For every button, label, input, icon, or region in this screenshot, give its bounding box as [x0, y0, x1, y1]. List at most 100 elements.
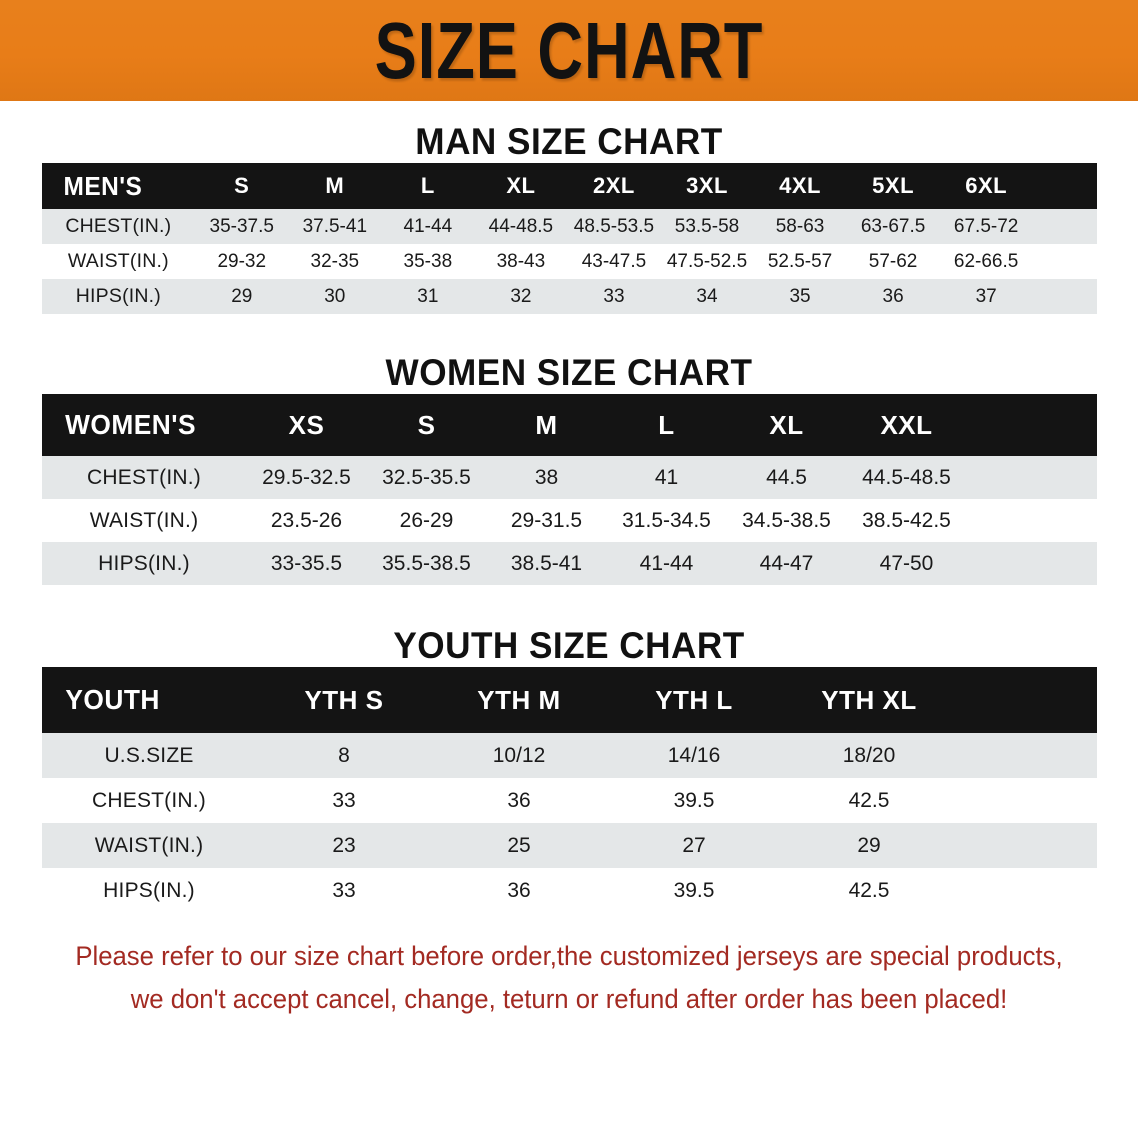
table-row: WAIST(IN.) 29-32 32-35 35-38 38-43 43-47… — [41, 244, 1097, 279]
man-cell-hips-6xl: 37 — [975, 285, 997, 307]
women-cell-chest-xs: 29.5-32.5 — [262, 465, 351, 489]
table-row: CHEST(IN.) 29.5-32.5 32.5-35.5 38 41 44.… — [41, 456, 1097, 499]
youth-cell-hips-l: 39.5 — [673, 878, 715, 902]
women-cell-hips-spacer — [967, 542, 1097, 585]
women-cell-waist-xxl: 38.5-42.5 — [862, 508, 951, 532]
youth-cell-waist-xl: 29 — [857, 833, 881, 857]
youth-col-header-xl: YTH XL — [821, 684, 917, 715]
women-cell-chest-spacer — [967, 456, 1097, 499]
women-table-head: WOMEN'S XS S M L XL XXL — [41, 394, 1097, 456]
women-header-spacer — [967, 394, 1097, 456]
disclaimer-line-2: we don't accept cancel, change, teturn o… — [130, 983, 1008, 1014]
women-col-header-xxl: XXL — [880, 409, 933, 440]
youth-col-header-s: YTH S — [304, 684, 384, 715]
man-cell-hips-s: 29 — [231, 285, 253, 307]
man-section-title: MAN SIZE CHART — [415, 121, 723, 162]
youth-cell-waist-m: 25 — [507, 833, 531, 857]
man-cell-hips-xl: 32 — [510, 285, 532, 307]
youth-col-header-m: YTH M — [477, 684, 561, 715]
man-table-head: MEN'S S M L XL 2XL 3XL 4XL 5XL 6XL — [41, 163, 1097, 209]
man-col-header-4xl: 4XL — [779, 173, 821, 198]
man-corner-label: MEN'S — [63, 170, 142, 201]
disclaimer-text: Please refer to our size chart before or… — [36, 935, 1103, 1021]
page-title: SIZE CHART — [374, 5, 764, 96]
man-col-header-3xl: 3XL — [686, 173, 728, 198]
women-cell-hips-m: 38.5-41 — [510, 551, 583, 575]
man-col-header-l: L — [420, 173, 435, 198]
table-row: HIPS(IN.) 33 36 39.5 42.5 — [41, 868, 1097, 913]
women-row-label-chest: CHEST(IN.) — [87, 465, 201, 489]
youth-cell-ussize-xl: 18/20 — [842, 743, 896, 767]
youth-row-label-waist: WAIST(IN.) — [94, 833, 204, 857]
women-col-header-l: L — [658, 409, 675, 440]
man-col-header-2xl: 2XL — [593, 173, 635, 198]
disclaimer-line-1: Please refer to our size chart before or… — [75, 941, 1063, 971]
youth-row-label-chest: CHEST(IN.) — [92, 788, 206, 812]
man-col-header-5xl: 5XL — [872, 173, 915, 198]
table-row: HIPS(IN.) 29 30 31 32 33 34 35 36 37 — [41, 279, 1097, 314]
women-col-header-m: M — [535, 409, 558, 440]
man-cell-chest-2xl: 48.5-53.5 — [573, 215, 655, 237]
man-cell-hips-spacer — [1033, 279, 1097, 314]
women-section-title: WOMEN SIZE CHART — [385, 352, 753, 393]
youth-cell-hips-spacer — [957, 868, 1097, 913]
women-cell-hips-xl: 44-47 — [759, 551, 814, 575]
man-cell-chest-6xl: 67.5-72 — [953, 215, 1019, 237]
man-cell-chest-m: 37.5-41 — [302, 215, 368, 237]
man-cell-hips-5xl: 36 — [882, 285, 904, 307]
women-cell-waist-l: 31.5-34.5 — [622, 508, 711, 532]
women-row-label-hips: HIPS(IN.) — [98, 551, 190, 575]
man-cell-hips-m: 30 — [324, 285, 346, 307]
women-cell-chest-l: 41 — [654, 465, 679, 489]
women-corner-label: WOMEN'S — [64, 409, 196, 440]
women-cell-chest-m: 38 — [534, 465, 559, 489]
women-cell-chest-s: 32.5-35.5 — [382, 465, 471, 489]
man-cell-waist-3xl: 47.5-52.5 — [666, 250, 748, 272]
man-cell-chest-xl: 44-48.5 — [488, 215, 554, 237]
youth-cell-ussize-s: 8 — [338, 743, 350, 767]
page-banner: SIZE CHART — [0, 0, 1138, 101]
man-col-header-m: M — [325, 173, 345, 198]
youth-corner-label: YOUTH — [64, 684, 160, 715]
man-col-header-xl: XL — [506, 173, 536, 198]
women-cell-waist-xl: 34.5-38.5 — [742, 508, 831, 532]
man-table-wrapper: MEN'S S M L XL 2XL 3XL 4XL 5XL 6XL CHEST… — [41, 163, 1097, 314]
women-cell-waist-xs: 23.5-26 — [270, 508, 343, 532]
youth-cell-ussize-m: 10/12 — [492, 743, 546, 767]
youth-header-spacer — [957, 667, 1097, 733]
women-cell-chest-xl: 44.5 — [766, 465, 807, 489]
youth-cell-chest-xl: 42.5 — [848, 788, 890, 812]
women-col-header-s: S — [417, 409, 436, 440]
youth-table-head: YOUTH YTH S YTH M YTH L YTH XL — [41, 667, 1097, 733]
man-cell-chest-spacer — [1033, 209, 1097, 244]
man-cell-waist-4xl: 52.5-57 — [767, 250, 833, 272]
man-cell-waist-l: 35-38 — [403, 250, 453, 272]
man-cell-hips-2xl: 33 — [603, 285, 625, 307]
youth-cell-hips-xl: 42.5 — [848, 878, 890, 902]
man-cell-chest-4xl: 58-63 — [775, 215, 825, 237]
youth-header-row: YOUTH YTH S YTH M YTH L YTH XL — [41, 667, 1097, 733]
women-cell-hips-l: 41-44 — [639, 551, 694, 575]
youth-table-wrapper: YOUTH YTH S YTH M YTH L YTH XL U.S.SIZE … — [41, 667, 1097, 913]
table-row: CHEST(IN.) 35-37.5 37.5-41 41-44 44-48.5… — [41, 209, 1097, 244]
youth-table-body: U.S.SIZE 8 10/12 14/16 18/20 CHEST(IN.) … — [41, 733, 1097, 913]
man-cell-waist-xl: 38-43 — [496, 250, 546, 272]
youth-cell-waist-spacer — [957, 823, 1097, 868]
women-table-body: CHEST(IN.) 29.5-32.5 32.5-35.5 38 41 44.… — [41, 456, 1097, 585]
man-cell-chest-5xl: 63-67.5 — [860, 215, 926, 237]
man-row-label-waist: WAIST(IN.) — [67, 250, 169, 272]
table-row: CHEST(IN.) 33 36 39.5 42.5 — [41, 778, 1097, 823]
man-col-header-6xl: 6XL — [965, 173, 1008, 198]
youth-cell-waist-l: 27 — [682, 833, 706, 857]
women-header-row: WOMEN'S XS S M L XL XXL — [41, 394, 1097, 456]
man-header-row: MEN'S S M L XL 2XL 3XL 4XL 5XL 6XL — [41, 163, 1097, 209]
man-cell-waist-2xl: 43-47.5 — [581, 250, 647, 272]
man-cell-chest-s: 35-37.5 — [209, 215, 274, 237]
man-cell-waist-6xl: 62-66.5 — [953, 250, 1019, 272]
man-size-table: MEN'S S M L XL 2XL 3XL 4XL 5XL 6XL CHEST… — [41, 163, 1097, 314]
youth-row-label-ussize: U.S.SIZE — [104, 743, 194, 767]
man-cell-waist-5xl: 57-62 — [868, 250, 918, 272]
man-cell-chest-l: 41-44 — [403, 215, 453, 237]
women-cell-waist-spacer — [967, 499, 1097, 542]
youth-cell-chest-spacer — [957, 778, 1097, 823]
